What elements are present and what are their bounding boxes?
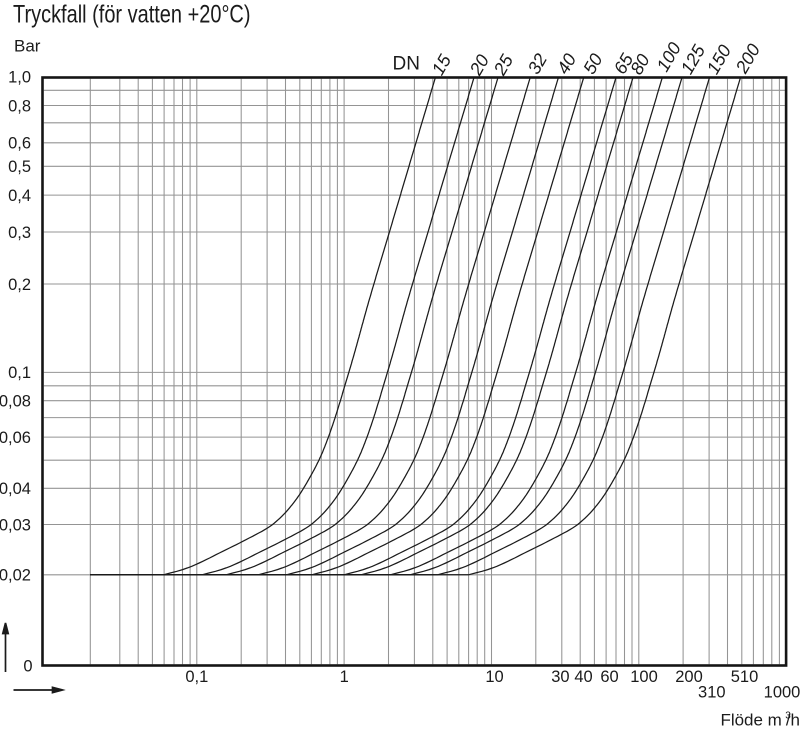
svg-text:30: 30: [551, 668, 569, 686]
svg-text:0,1: 0,1: [8, 364, 31, 382]
svg-text:Bar: Bar: [14, 37, 41, 56]
svg-text:310: 310: [698, 684, 726, 702]
svg-text:Flöde m 3/h: Flöde m 3/h: [720, 711, 800, 730]
svg-text:0,02: 0,02: [0, 567, 31, 585]
svg-text:0,4: 0,4: [8, 187, 31, 205]
svg-text:100: 100: [630, 668, 658, 686]
svg-text:40: 40: [574, 668, 592, 686]
svg-text:0,1: 0,1: [185, 668, 208, 686]
svg-text:0,04: 0,04: [0, 480, 31, 498]
svg-text:0,5: 0,5: [8, 158, 31, 176]
svg-text:1: 1: [340, 668, 349, 686]
svg-text:0,6: 0,6: [8, 135, 31, 153]
svg-text:0,2: 0,2: [8, 276, 31, 294]
svg-text:Tryckfall (för vatten +20°C): Tryckfall (för vatten +20°C): [13, 1, 251, 29]
svg-text:60: 60: [600, 668, 618, 686]
svg-text:0,03: 0,03: [0, 516, 31, 534]
svg-text:1000: 1000: [764, 684, 800, 702]
svg-text:0,3: 0,3: [8, 224, 31, 242]
svg-text:0: 0: [23, 658, 32, 676]
svg-text:200: 200: [675, 668, 703, 686]
svg-text:0,06: 0,06: [0, 429, 31, 447]
svg-text:10: 10: [485, 668, 503, 686]
svg-text:1,0: 1,0: [8, 68, 31, 86]
svg-text:0,08: 0,08: [0, 393, 31, 411]
svg-text:0,8: 0,8: [8, 97, 31, 115]
svg-text:DN: DN: [393, 54, 420, 75]
svg-text:510: 510: [731, 668, 759, 686]
